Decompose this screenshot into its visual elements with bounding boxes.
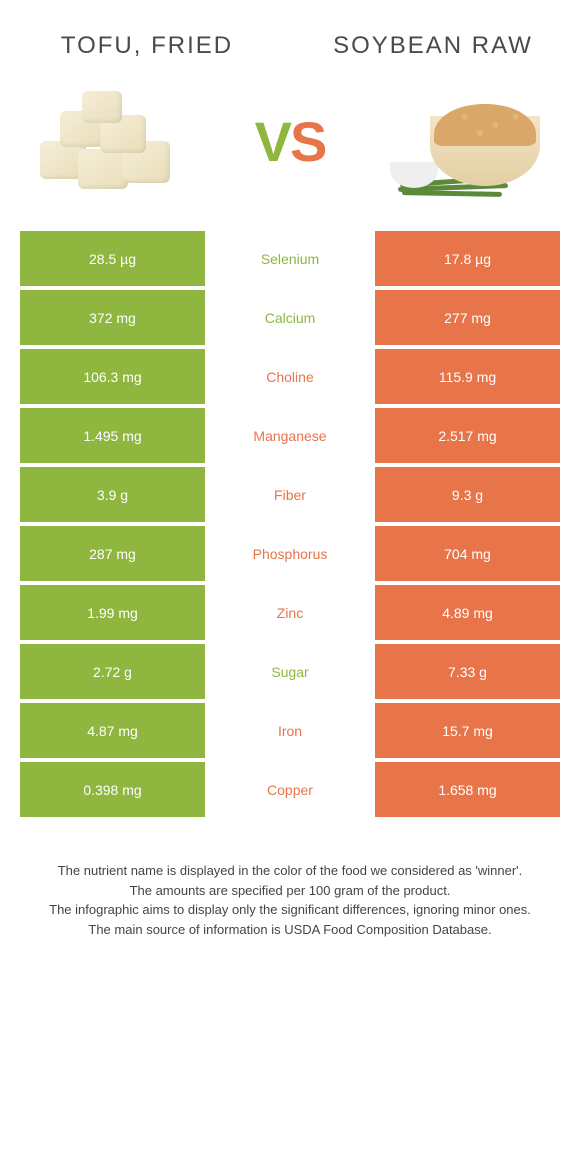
- vs-v: V: [255, 110, 290, 173]
- nutrient-name: Phosphorus: [205, 526, 375, 581]
- nutrient-name: Manganese: [205, 408, 375, 463]
- left-value: 3.9 g: [20, 467, 205, 522]
- right-value: 4.89 mg: [375, 585, 560, 640]
- nutrient-name: Choline: [205, 349, 375, 404]
- footnote-line: The main source of information is USDA F…: [40, 920, 540, 940]
- soybean-illustration: [390, 86, 550, 196]
- right-value: 17.8 µg: [375, 231, 560, 286]
- left-value: 287 mg: [20, 526, 205, 581]
- tofu-illustration: [30, 91, 190, 191]
- left-value: 2.72 g: [20, 644, 205, 699]
- left-food-title: Tofu, fried: [30, 30, 264, 61]
- nutrient-name: Fiber: [205, 467, 375, 522]
- header: Tofu, fried Soybean raw: [0, 0, 580, 71]
- nutrient-name: Iron: [205, 703, 375, 758]
- left-food-image: [20, 81, 200, 201]
- footnote-line: The nutrient name is displayed in the co…: [40, 861, 540, 881]
- beans-icon: [434, 104, 536, 146]
- hero-row: VS: [0, 71, 580, 231]
- right-value: 115.9 mg: [375, 349, 560, 404]
- nutrient-name: Calcium: [205, 290, 375, 345]
- nutrient-row: 1.495 mgManganese2.517 mg: [20, 408, 560, 463]
- right-value: 7.33 g: [375, 644, 560, 699]
- footnote-line: The infographic aims to display only the…: [40, 900, 540, 920]
- left-value: 106.3 mg: [20, 349, 205, 404]
- right-food-title: Soybean raw: [316, 30, 550, 61]
- right-value: 277 mg: [375, 290, 560, 345]
- right-food-image: [380, 81, 560, 201]
- left-value: 28.5 µg: [20, 231, 205, 286]
- footnote-line: The amounts are specified per 100 gram o…: [40, 881, 540, 901]
- nutrient-name: Copper: [205, 762, 375, 817]
- nutrient-row: 2.72 gSugar7.33 g: [20, 644, 560, 699]
- nutrient-row: 372 mgCalcium277 mg: [20, 290, 560, 345]
- nutrient-row: 1.99 mgZinc4.89 mg: [20, 585, 560, 640]
- nutrient-row: 0.398 mgCopper1.658 mg: [20, 762, 560, 817]
- nutrient-row: 287 mgPhosphorus704 mg: [20, 526, 560, 581]
- nutrient-row: 3.9 gFiber9.3 g: [20, 467, 560, 522]
- nutrient-name: Zinc: [205, 585, 375, 640]
- nutrient-name: Sugar: [205, 644, 375, 699]
- right-value: 2.517 mg: [375, 408, 560, 463]
- nutrient-name: Selenium: [205, 231, 375, 286]
- nutrient-row: 28.5 µgSelenium17.8 µg: [20, 231, 560, 286]
- footnotes: The nutrient name is displayed in the co…: [0, 821, 580, 939]
- vs-s: S: [290, 110, 325, 173]
- left-value: 4.87 mg: [20, 703, 205, 758]
- nutrient-table: 28.5 µgSelenium17.8 µg372 mgCalcium277 m…: [0, 231, 580, 817]
- left-value: 0.398 mg: [20, 762, 205, 817]
- left-value: 1.99 mg: [20, 585, 205, 640]
- nutrient-row: 106.3 mgCholine115.9 mg: [20, 349, 560, 404]
- right-value: 9.3 g: [375, 467, 560, 522]
- left-value: 372 mg: [20, 290, 205, 345]
- left-value: 1.495 mg: [20, 408, 205, 463]
- right-value: 1.658 mg: [375, 762, 560, 817]
- right-value: 15.7 mg: [375, 703, 560, 758]
- nutrient-row: 4.87 mgIron15.7 mg: [20, 703, 560, 758]
- right-value: 704 mg: [375, 526, 560, 581]
- vs-label: VS: [255, 109, 326, 174]
